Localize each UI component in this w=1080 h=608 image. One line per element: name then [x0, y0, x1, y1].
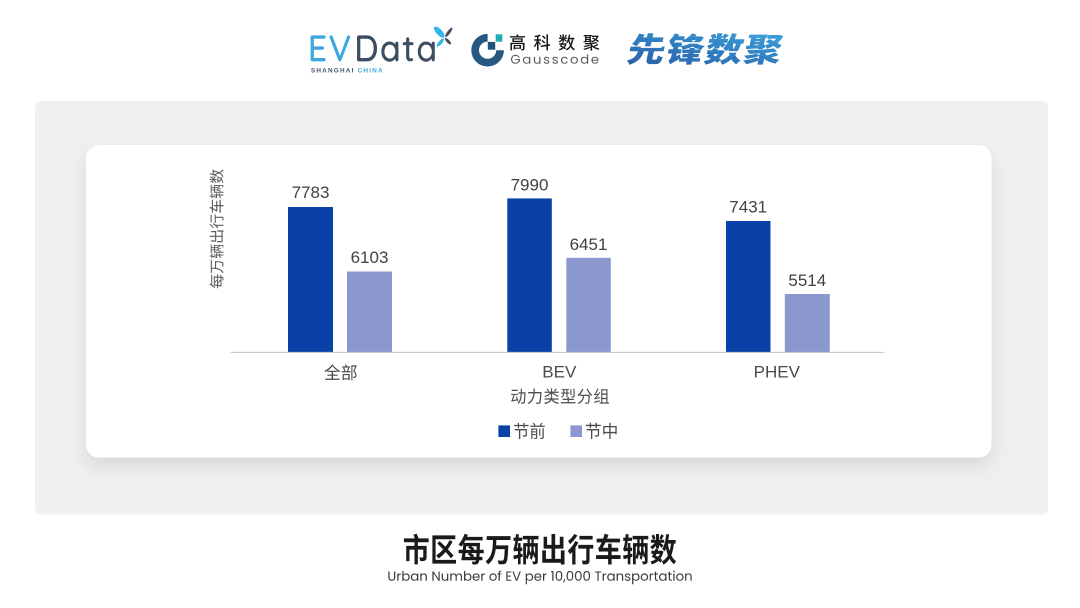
svg-text:6451: 6451 — [570, 235, 608, 254]
svg-text:6103: 6103 — [351, 248, 389, 267]
svg-text:7431: 7431 — [729, 197, 767, 216]
svg-text:7990: 7990 — [511, 175, 549, 194]
svg-text:SHANGHAI CHINA: SHANGHAI CHINA — [311, 68, 384, 75]
svg-text:7783: 7783 — [292, 183, 330, 202]
svg-text:5514: 5514 — [788, 271, 826, 290]
svg-text:BEV: BEV — [542, 363, 577, 382]
svg-text:PHEV: PHEV — [754, 363, 801, 382]
